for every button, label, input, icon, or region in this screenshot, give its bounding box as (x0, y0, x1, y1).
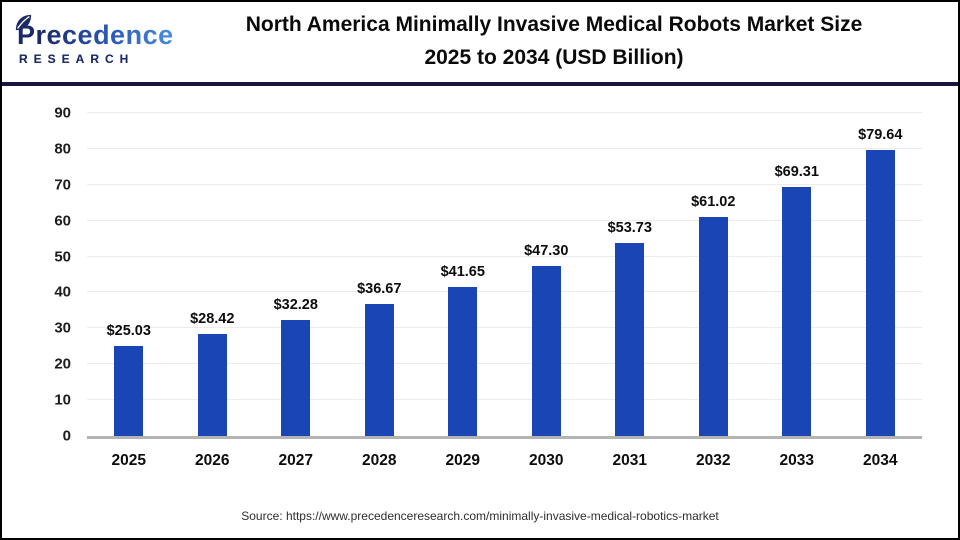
bar-column: $28.42 (171, 113, 255, 436)
y-axis-tick-label: 20 (54, 355, 71, 373)
bar-value-label: $41.65 (440, 263, 485, 280)
bar-column: $25.03 (87, 113, 171, 436)
page-title: North America Minimally Invasive Medical… (188, 9, 942, 74)
x-axis-tick-label: 2033 (779, 452, 814, 469)
gridline (87, 255, 922, 257)
bar (865, 150, 895, 436)
source-line: Source: https://www.precedenceresearch.c… (241, 509, 719, 523)
bar-column: $36.67 (338, 113, 422, 436)
bar-column: $69.31 (755, 113, 839, 436)
x-axis-tick-label: 2028 (362, 452, 397, 469)
bar (698, 217, 728, 436)
brand-name-text: Precedence (17, 20, 174, 50)
y-axis-tick-label: 80 (54, 140, 71, 158)
bar (448, 286, 478, 436)
gridline (87, 327, 922, 329)
bar (281, 320, 311, 436)
x-axis-tick-label: 2029 (445, 452, 480, 469)
gridline (87, 399, 922, 401)
bar-column: $61.02 (672, 113, 756, 436)
bar-value-label: $69.31 (774, 164, 819, 181)
bar-series: $25.03 $28.42 $32.28 $36.67 $41.65 $47.30 $53.… (87, 113, 922, 436)
header: Precedence RESEARCH North America Minima… (2, 2, 958, 86)
x-axis-tick-label: 2030 (529, 452, 564, 469)
bar-value-label: $25.03 (106, 323, 151, 340)
page-title-line1: North America Minimally Invasive Medical… (245, 13, 863, 37)
x-axis-tick-label: 2032 (696, 452, 731, 469)
gridline (87, 183, 922, 185)
gridline (87, 112, 922, 113)
x-axis-labels: 2025 2026 2027 2028 2029 2030 2031 2032 2033 2034 (87, 452, 922, 470)
bar-value-label: $36.67 (357, 281, 402, 298)
brand-logo: Precedence RESEARCH (15, 14, 188, 66)
y-axis-tick-label: 30 (54, 319, 71, 337)
y-axis-tick-label: 40 (54, 283, 71, 301)
bar-column: $53.73 (588, 113, 672, 436)
y-axis-tick-label: 50 (54, 248, 71, 266)
x-axis-tick-label: 2026 (195, 452, 230, 469)
leaf-icon (15, 14, 32, 31)
bar-value-label: $32.28 (273, 297, 318, 314)
y-axis-tick-label: 90 (54, 104, 71, 122)
gridline (87, 219, 922, 221)
brand-subtitle: RESEARCH (16, 52, 134, 66)
bar (114, 346, 144, 436)
bar-column: $47.30 (505, 113, 589, 436)
bar (782, 187, 812, 436)
bar (531, 266, 561, 436)
bar-column: $41.65 (421, 113, 505, 436)
x-axis-tick-label: 2027 (278, 452, 313, 469)
bar-value-label: $28.42 (190, 311, 235, 328)
bar-value-label: $53.73 (607, 220, 652, 237)
y-axis-tick-label: 70 (54, 176, 71, 194)
bar-value-label: $47.30 (524, 243, 569, 260)
bar (364, 304, 394, 436)
y-axis-tick-label: 10 (54, 391, 71, 409)
bar-column: $32.28 (254, 113, 338, 436)
y-axis-tick-label: 60 (54, 212, 71, 230)
bar-column: $79.64 (839, 113, 923, 436)
y-axis-tick-label: 0 (62, 427, 71, 445)
bar-value-label: $79.64 (858, 127, 903, 144)
bar (615, 243, 645, 436)
gridline (87, 147, 922, 149)
x-axis-tick-label: 2031 (612, 452, 647, 469)
brand-name: Precedence (15, 14, 174, 50)
bar-value-label: $61.02 (691, 194, 736, 211)
bar-chart: 0 10 20 30 40 50 60 70 80 90 $25.03 $28.42 $32.28 $36… (2, 86, 958, 482)
x-axis-tick-label: 2025 (111, 452, 146, 469)
gridline (87, 363, 922, 365)
bar (197, 334, 227, 436)
x-axis-tick-label: 2034 (863, 452, 898, 469)
plot-area: 0 10 20 30 40 50 60 70 80 90 $25.03 $28.42 $32.28 $36… (54, 105, 922, 445)
page-title-line2: 2025 to 2034 (USD Billion) (424, 46, 684, 69)
gridline (87, 291, 922, 293)
